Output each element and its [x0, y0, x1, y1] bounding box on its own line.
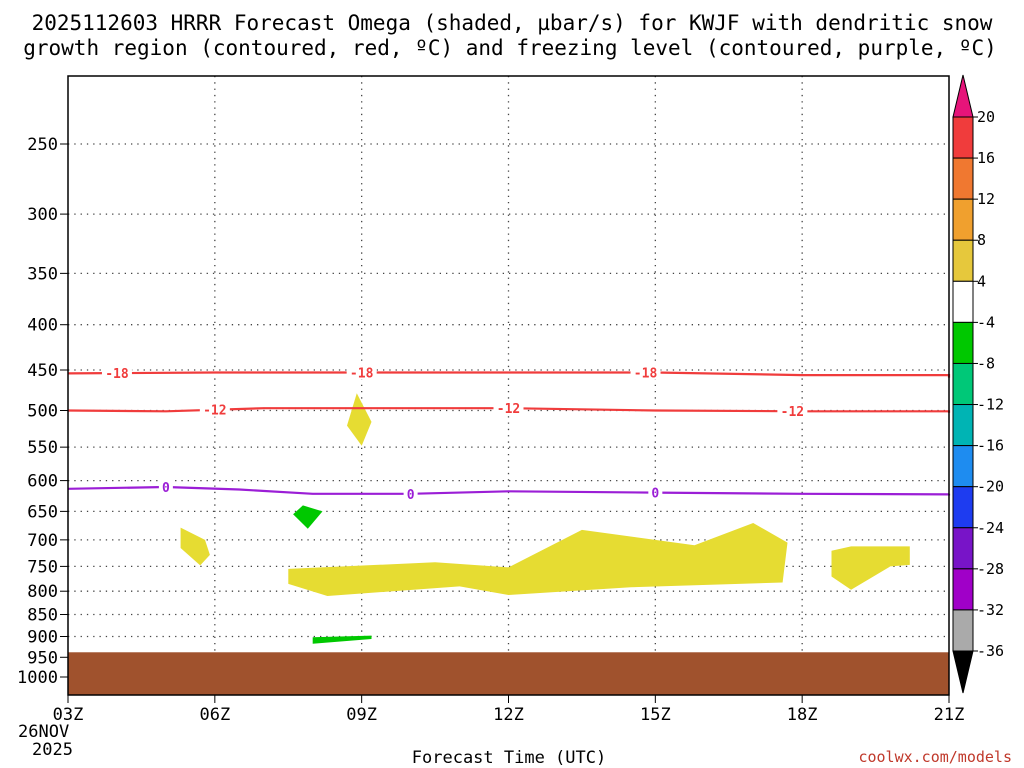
y-tick-label: 750: [27, 557, 58, 577]
dgz-minus18-label-bg: [346, 365, 377, 380]
y-tick-label: 400: [27, 316, 58, 336]
x-axis-label: Forecast Time (UTC): [412, 748, 606, 768]
y-axis: 2503003504004505005506006507007508008509…: [17, 135, 68, 688]
x-tick-label: 06Z: [199, 705, 230, 725]
colorbar-label: -32: [977, 601, 1004, 619]
colorbar-bin: [952, 280, 974, 323]
colorbar-bin: [952, 404, 974, 447]
grid: [68, 76, 949, 695]
x-tick-label: 18Z: [787, 705, 818, 725]
dgz-minus12-label: -12: [203, 404, 226, 419]
colorbar-bin: [952, 321, 974, 364]
colorbar-bin: [952, 609, 974, 652]
surface-terrain: [68, 652, 949, 695]
freezing-level-0-label-bg: [403, 486, 418, 501]
colorbar-label: -8: [977, 354, 995, 372]
freezing-level-0-label: 0: [651, 487, 659, 502]
dgz-minus18-label-bg: [101, 366, 132, 381]
contours: -18 -18 -18 -12 -12 -12 0 0 0: [67, 365, 951, 503]
freezing-level-0-label-bg: [158, 479, 173, 494]
colorbar-label: -12: [977, 396, 1004, 414]
x-start-date: 26NOV: [18, 722, 69, 742]
colorbar-label: 16: [977, 149, 995, 167]
omega-regions: [180, 393, 910, 644]
y-tick-label: 350: [27, 264, 58, 284]
dgz-minus18-label: -18: [350, 367, 374, 382]
x-tick-label: 21Z: [934, 705, 965, 725]
dgz-minus12-label-bg: [493, 401, 524, 416]
omega-pos-750-right: [831, 546, 910, 590]
colorbar: 20 16 12 8 4 -4 -8 -12 -16 -20 -24 -28 -32 -36: [952, 74, 1004, 694]
colorbar-bin: [952, 568, 974, 611]
colorbar-bin: [952, 445, 974, 488]
colorbar-bin: [952, 157, 974, 200]
y-tick-label: 800: [27, 582, 58, 602]
x-axis: 03Z 06Z 09Z 12Z 15Z 18Z 21Z: [53, 695, 965, 725]
x-start-year: 2025: [32, 740, 73, 760]
x-tick-label: 09Z: [346, 705, 377, 725]
colorbar-bottom-arrow: [952, 650, 974, 694]
dgz-minus18-label: -18: [105, 367, 129, 382]
freezing-level-0-label: 0: [162, 481, 170, 496]
omega-neg-900: [312, 635, 372, 644]
dgz-minus18-line: [67, 371, 951, 378]
colorbar-top-arrow: [952, 74, 974, 118]
omega-neg-650: [293, 505, 323, 529]
plot-frame: [67, 75, 950, 696]
dgz-minus12-label-bg: [777, 404, 808, 419]
colorbar-label: 20: [977, 108, 995, 126]
dgz-minus12-label: -12: [497, 402, 520, 417]
omega-pos-520: [347, 393, 372, 446]
y-tick-label: 500: [27, 402, 58, 422]
y-tick-label: 600: [27, 472, 58, 492]
y-tick-label: 650: [27, 502, 58, 522]
dgz-minus12-label: -12: [781, 405, 804, 420]
dgz-minus18-label: -18: [634, 367, 658, 382]
colorbar-bin: [952, 362, 974, 406]
freezing-level-0-line: [67, 485, 951, 496]
colorbar-label: -28: [977, 560, 1004, 578]
y-tick-label: 850: [27, 606, 58, 626]
y-tick-label: 900: [27, 627, 58, 647]
x-tick-label: 15Z: [640, 705, 671, 725]
y-tick-label: 250: [27, 135, 58, 155]
colorbar-bin: [952, 527, 974, 570]
y-tick-label: 1000: [17, 668, 58, 688]
terrain: [68, 652, 949, 695]
colorbar-label: 4: [977, 272, 986, 290]
omega-pos-750-band: [288, 523, 788, 596]
freezing-level-0-label: 0: [407, 488, 415, 503]
chart-title-line2: growth region (contoured, red, ºC) and f…: [23, 36, 997, 60]
dgz-minus18-label-bg: [630, 365, 661, 380]
colorbar-label: 12: [977, 190, 995, 208]
freezing-level-0-label-bg: [648, 485, 663, 500]
chart-title-line1: 2025112603 HRRR Forecast Omega (shaded, …: [32, 11, 993, 35]
x-tick-label: 12Z: [493, 705, 524, 725]
y-tick-label: 450: [27, 361, 58, 381]
colorbar-bin: [952, 116, 974, 159]
x-tick-label: 03Z: [53, 705, 84, 725]
dgz-minus12-label-bg: [199, 402, 230, 417]
colorbar-label: 8: [977, 231, 986, 249]
colorbar-label: -20: [977, 478, 1004, 496]
colorbar-bin: [952, 198, 974, 241]
y-tick-label: 300: [27, 205, 58, 225]
colorbar-label: -36: [977, 642, 1004, 660]
colorbar-bin: [952, 486, 974, 529]
credit-text: coolwx.com/models: [858, 748, 1012, 766]
y-tick-label: 700: [27, 531, 58, 551]
y-tick-label: 950: [27, 648, 58, 668]
omega-pos-700: [180, 527, 210, 566]
y-tick-label: 550: [27, 438, 58, 458]
colorbar-label: -4: [977, 313, 995, 331]
colorbar-label: -24: [977, 519, 1004, 537]
colorbar-bin: [952, 239, 974, 282]
colorbar-label: -16: [977, 437, 1004, 455]
